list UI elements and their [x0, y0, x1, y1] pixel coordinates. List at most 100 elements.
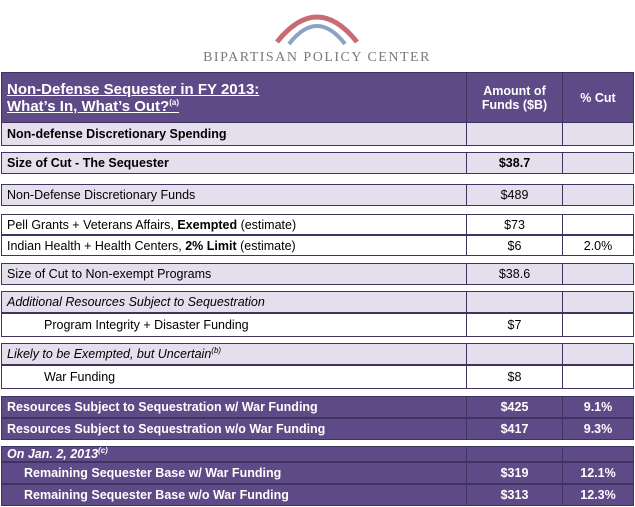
amount: $313 — [500, 488, 529, 502]
table-row: Size of Cut to Non-exempt Programs $38.6 — [1, 263, 634, 285]
amount-cell: $417 — [466, 418, 563, 440]
amount-cell: $6 — [466, 235, 563, 256]
row-label: Remaining Sequester Base w/o War Funding — [24, 488, 289, 502]
label-cell: Size of Cut to Non-exempt Programs — [1, 263, 467, 285]
table-row: Program Integrity + Disaster Funding $7 — [1, 313, 634, 337]
header-row: Non-Defense Sequester in FY 2013: What’s… — [1, 72, 634, 123]
label-part: 2% Limit — [185, 238, 237, 253]
cut-cell — [562, 263, 634, 285]
row-label: Non-Defense Discretionary Funds — [7, 188, 195, 202]
footnote-mark: (c) — [98, 446, 108, 456]
title-cell: Non-Defense Sequester in FY 2013: What’s… — [1, 72, 467, 123]
label-text: War Funding — [44, 370, 116, 384]
label-cell: Pell Grants + Veterans Affairs, Exempted… — [1, 214, 467, 235]
table-row: Non-Defense Discretionary Funds $489 — [1, 184, 634, 206]
label-cell: Likely to be Exempted, but Uncertain(b) — [1, 343, 467, 365]
row-label: Resources Subject to Sequestration w/ Wa… — [7, 400, 318, 414]
label-text: Additional Resources Subject to Sequestr… — [7, 295, 265, 309]
cut-cell — [562, 214, 634, 235]
title: Non-Defense Sequester in FY 2013: — [7, 80, 260, 98]
label-cell: War Funding — [1, 365, 467, 389]
label-part: Exempted — [177, 217, 238, 232]
label-text: Non-Defense Discretionary Funds — [7, 188, 196, 202]
amount-cell: $425 — [466, 396, 563, 418]
amount-cell — [466, 291, 563, 313]
label-cell: Resources Subject to Sequestration w/ Wa… — [1, 396, 467, 418]
column-header: % Cut — [562, 72, 634, 123]
cut-cell — [562, 313, 634, 337]
table-row: Likely to be Exempted, but Uncertain(b) — [1, 343, 634, 365]
label-cell: Program Integrity + Disaster Funding — [1, 313, 467, 337]
row-label: Program Integrity + Disaster Funding — [44, 318, 249, 332]
logo-arc — [287, 24, 347, 46]
amount: $7 — [507, 318, 522, 332]
amount-cell — [466, 446, 563, 462]
amount-cell — [466, 343, 563, 365]
label-cell: Non-Defense Discretionary Funds — [1, 184, 467, 206]
logo: BIPARTISAN POLICY CENTER — [203, 14, 431, 65]
amount-cell: $38.7 — [466, 152, 563, 174]
table-row: Resources Subject to Sequestration w/o W… — [1, 418, 634, 440]
cut-cell — [562, 446, 634, 462]
table-row: Additional Resources Subject to Sequestr… — [1, 291, 634, 313]
label-cell: Remaining Sequester Base w/o War Funding — [1, 484, 467, 506]
amount: $73 — [504, 217, 525, 232]
cut-cell: 9.3% — [562, 418, 634, 440]
cut-cell: 12.3% — [562, 484, 634, 506]
cut-cell: 9.1% — [562, 396, 634, 418]
row-label: Pell Grants + Veterans Affairs, Exempted… — [7, 218, 296, 232]
amount-cell: $319 — [466, 462, 563, 484]
label-text: Program Integrity + Disaster Funding — [44, 318, 249, 332]
row-label: Indian Health + Health Centers, 2% Limit… — [7, 239, 296, 253]
footnote-mark: (b) — [211, 346, 222, 356]
cut: 9.3% — [583, 422, 613, 436]
amount: $6 — [507, 238, 522, 253]
cut-cell: 2.0% — [562, 235, 634, 256]
row-label: War Funding — [44, 370, 115, 384]
row-label: On Jan. 2, 2013(c) — [7, 446, 108, 461]
label-cell: Resources Subject to Sequestration w/o W… — [1, 418, 467, 440]
amount-cell: $73 — [466, 214, 563, 235]
row-label: Size of Cut to Non-exempt Programs — [7, 267, 211, 281]
label-text: Size of Cut - The Sequester — [7, 156, 169, 170]
cut-cell — [562, 343, 634, 365]
label-text: On Jan. 2, 2013 — [7, 447, 99, 462]
label-part: Pell Grants + Veterans Affairs, — [7, 217, 178, 232]
column-label: Amount of Funds ($B) — [481, 83, 548, 112]
table-row: On Jan. 2, 2013(c) — [1, 446, 634, 462]
amount-cell: $38.6 — [466, 263, 563, 285]
cut-cell — [562, 152, 634, 174]
amount: $8 — [507, 370, 522, 384]
cut: 2.0% — [583, 238, 613, 253]
amount-cell: $489 — [466, 184, 563, 206]
label-cell: Size of Cut - The Sequester — [1, 152, 467, 174]
table-row: Resources Subject to Sequestration w/ Wa… — [1, 396, 634, 418]
label-cell: Additional Resources Subject to Sequestr… — [1, 291, 467, 313]
organization: BIPARTISAN POLICY CENTER — [203, 50, 431, 65]
column-label: % Cut — [580, 90, 616, 105]
cut: 12.1% — [580, 466, 616, 480]
label-cell: Indian Health + Health Centers, 2% Limit… — [1, 235, 467, 256]
row-label: Additional Resources Subject to Sequestr… — [7, 295, 265, 309]
amount: $489 — [500, 188, 529, 202]
label-part: (estimate) — [236, 238, 296, 253]
amount-cell: $7 — [466, 313, 563, 337]
table-row: Remaining Sequester Base w/ War Funding $… — [1, 462, 634, 484]
label-cell: Non-defense Discretionary Spending — [1, 122, 467, 146]
label-text: Resources Subject to Sequestration w/ Wa… — [7, 400, 318, 414]
amount: $38.7 — [498, 156, 531, 170]
cut-cell — [562, 365, 634, 389]
cut-cell — [562, 291, 634, 313]
label-cell: Remaining Sequester Base w/ War Funding — [1, 462, 467, 484]
amount: $319 — [500, 466, 529, 480]
amount: $417 — [500, 422, 529, 436]
table-row: Pell Grants + Veterans Affairs, Exempted… — [1, 214, 634, 235]
cut-cell — [562, 122, 634, 146]
label-part: (estimate) — [237, 217, 297, 232]
row-label: Size of Cut - The Sequester — [7, 156, 169, 170]
row-label: Resources Subject to Sequestration w/o W… — [7, 422, 325, 436]
logo-arc — [275, 14, 359, 44]
amount: $425 — [500, 400, 529, 414]
table-row: War Funding $8 — [1, 365, 634, 389]
